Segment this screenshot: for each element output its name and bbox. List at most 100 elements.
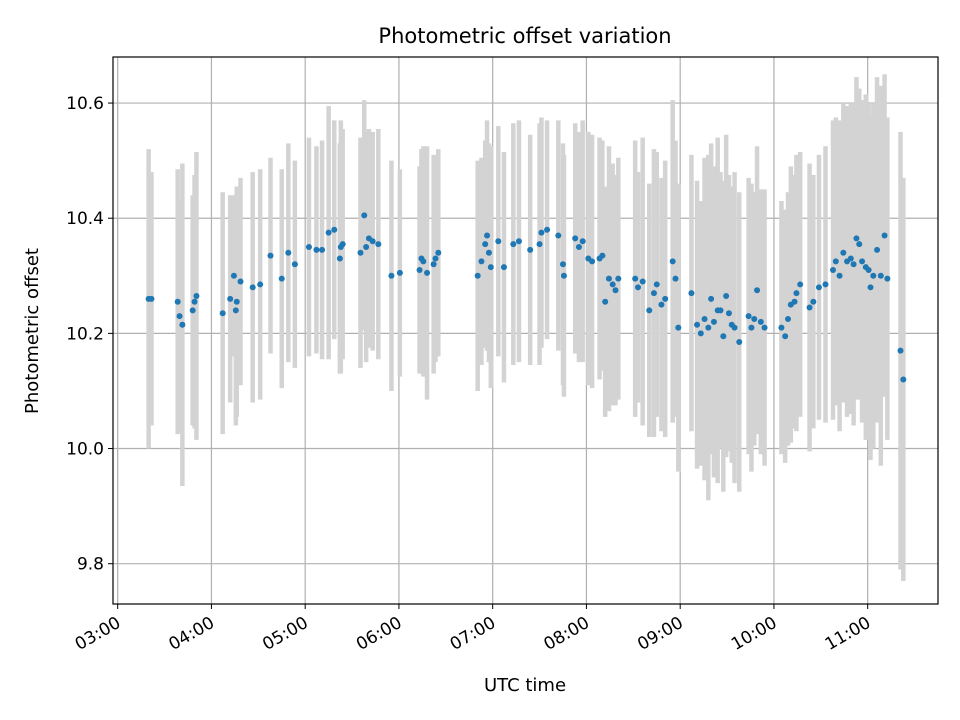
data-point	[416, 267, 423, 274]
y-tick-label: 10.0	[66, 440, 104, 460]
data-point	[336, 255, 343, 262]
data-point	[176, 313, 183, 320]
data-point	[701, 315, 708, 322]
data-point	[319, 246, 326, 253]
data-point	[237, 278, 244, 285]
data-point	[705, 324, 712, 331]
data-point	[544, 226, 551, 233]
data-point	[357, 249, 364, 256]
data-point	[388, 272, 395, 279]
data-point	[720, 333, 727, 340]
data-point	[822, 281, 829, 288]
data-point	[859, 258, 866, 265]
data-point	[850, 261, 857, 268]
data-point	[555, 232, 562, 239]
data-point	[230, 272, 237, 279]
data-point	[877, 272, 884, 279]
data-point	[536, 241, 543, 248]
data-point	[599, 252, 606, 259]
data-point	[602, 298, 609, 305]
data-point	[748, 324, 755, 331]
data-point	[697, 330, 704, 337]
data-point	[484, 232, 491, 239]
data-point	[474, 272, 481, 279]
data-point	[797, 281, 804, 288]
data-point	[396, 269, 403, 276]
data-point	[708, 295, 715, 302]
data-point	[669, 258, 676, 265]
data-point	[806, 304, 813, 311]
data-point	[424, 269, 431, 276]
data-point	[865, 267, 872, 274]
y-axis-label: Photometric offset	[22, 248, 43, 414]
data-point	[672, 275, 679, 282]
data-point	[510, 241, 517, 248]
data-point	[485, 249, 492, 256]
data-point	[278, 275, 285, 282]
data-point	[285, 249, 292, 256]
data-point	[589, 258, 596, 265]
data-point	[900, 376, 907, 383]
data-point	[219, 310, 226, 317]
data-point	[757, 318, 764, 325]
data-point	[723, 292, 730, 299]
data-point	[632, 275, 639, 282]
data-point	[339, 241, 346, 248]
data-point	[785, 315, 791, 322]
data-point	[830, 267, 836, 274]
data-point	[874, 246, 881, 253]
y-tick-label: 10.4	[66, 209, 104, 229]
data-point	[856, 241, 863, 248]
data-point	[650, 290, 657, 297]
data-point	[653, 281, 660, 288]
data-point	[432, 255, 439, 262]
data-point	[227, 295, 234, 302]
data-point	[853, 235, 860, 242]
data-point	[658, 301, 665, 308]
data-point	[538, 229, 545, 236]
data-point	[500, 264, 507, 271]
data-point	[609, 281, 616, 288]
data-point	[267, 252, 274, 259]
data-point	[832, 258, 839, 265]
data-point	[688, 290, 695, 297]
data-point	[193, 292, 200, 299]
data-point	[815, 284, 822, 291]
data-point	[478, 258, 485, 265]
data-point	[430, 261, 437, 268]
data-point	[148, 295, 155, 302]
data-point	[369, 238, 376, 245]
data-point	[179, 321, 186, 328]
data-point	[487, 264, 494, 271]
data-point	[675, 324, 682, 331]
data-point	[482, 241, 489, 248]
y-tick-label: 10.6	[66, 94, 104, 114]
data-point	[249, 284, 256, 291]
data-point	[847, 255, 854, 262]
data-point	[560, 261, 566, 268]
data-point	[435, 249, 442, 256]
data-point	[793, 290, 800, 297]
data-point	[325, 229, 332, 236]
data-point	[174, 298, 181, 305]
data-point	[191, 298, 198, 305]
y-axis-ticks: 9.8 10.0 10.2 10.4 10.6	[66, 94, 113, 575]
data-point	[291, 261, 298, 268]
plot-frame	[112, 56, 939, 605]
data-point	[751, 315, 758, 322]
data-point	[867, 284, 874, 291]
data-point	[694, 321, 701, 328]
data-point	[331, 226, 338, 233]
data-point	[612, 287, 619, 294]
data-point	[515, 238, 522, 245]
data-point	[761, 324, 768, 331]
data-point	[646, 307, 653, 314]
data-point	[495, 238, 502, 245]
data-point	[662, 295, 669, 302]
data-point	[736, 339, 743, 346]
chart-title: Photometric offset variation	[378, 24, 671, 48]
data-point	[363, 244, 370, 251]
data-point	[305, 244, 312, 251]
data-point	[897, 347, 904, 354]
